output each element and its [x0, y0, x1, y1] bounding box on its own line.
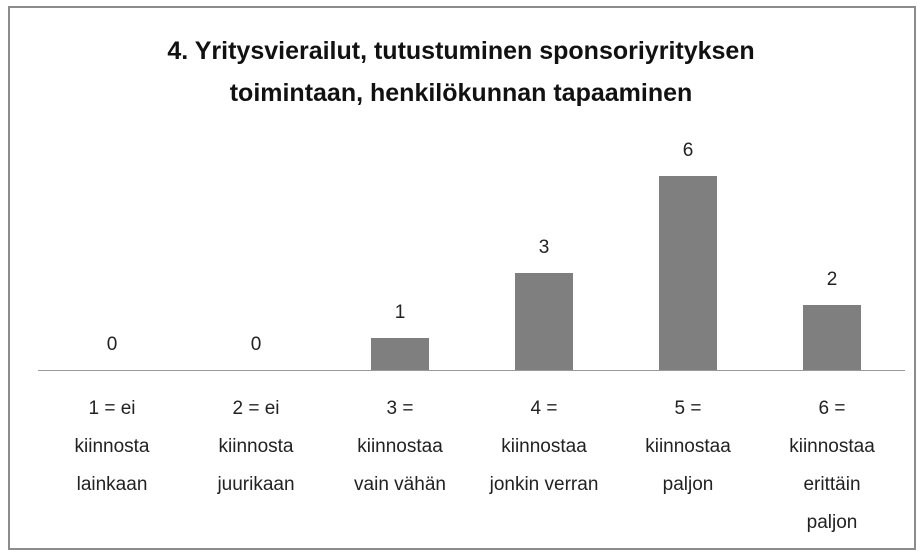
x-tick-label: 4 = kiinnostaa jonkin verran [489, 398, 599, 495]
x-tick-label: 6 = kiinnostaa erittäin paljon [789, 398, 875, 533]
chart-title: 4. Yritysvierailut, tutustuminen sponsor… [167, 37, 755, 107]
x-tick-label: 5 = kiinnostaa paljon [645, 398, 731, 495]
chart-frame [8, 6, 916, 550]
x-tick-label: 1 = ei kiinnosta lainkaan [74, 398, 150, 495]
category-axis [38, 370, 905, 371]
data-label: 0 [250, 334, 262, 355]
bar [803, 305, 861, 370]
x-tick-label: 2 = ei kiinnosta juurikaan [217, 398, 295, 495]
data-label: 2 [826, 269, 838, 291]
bar [515, 273, 573, 370]
data-label: 6 [682, 140, 694, 161]
data-label: 3 [538, 237, 550, 258]
bar [371, 337, 429, 370]
bar [659, 176, 717, 370]
data-label: 1 [394, 301, 406, 323]
data-label: 0 [106, 334, 118, 355]
x-tick-label: 3 = kiinnostaa vain vähän [354, 398, 446, 495]
